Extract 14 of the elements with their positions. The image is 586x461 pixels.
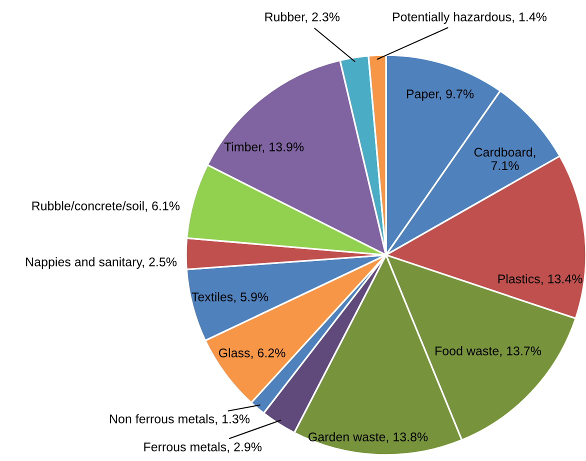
slice-label: Plastics, 13.4% bbox=[498, 274, 582, 285]
slice-label: Potentially hazardous, 1.4% bbox=[393, 12, 547, 24]
slice-label: Textiles, 5.9% bbox=[192, 292, 268, 303]
slice-label: Food waste, 13.7% bbox=[436, 346, 542, 357]
slice-label: Rubber, 2.3% bbox=[265, 12, 340, 23]
slice-label: Non ferrous metals, 1.3% bbox=[110, 414, 250, 425]
slice-label: Garden waste, 13.8% bbox=[308, 432, 428, 443]
slice-label: Rubble/concrete/soil, 6.1% bbox=[32, 201, 180, 212]
slice-label: Timber, 13.9% bbox=[224, 142, 304, 153]
slice-label: Glass, 6.2% bbox=[218, 348, 286, 359]
slice-label: Cardboard, 7.1% bbox=[474, 147, 536, 170]
slice-label: Paper, 9.7% bbox=[406, 90, 474, 101]
slice-label: Ferrous metals, 2.9% bbox=[144, 442, 262, 453]
slice-label: Nappies and sanitary, 2.5% bbox=[26, 257, 177, 269]
